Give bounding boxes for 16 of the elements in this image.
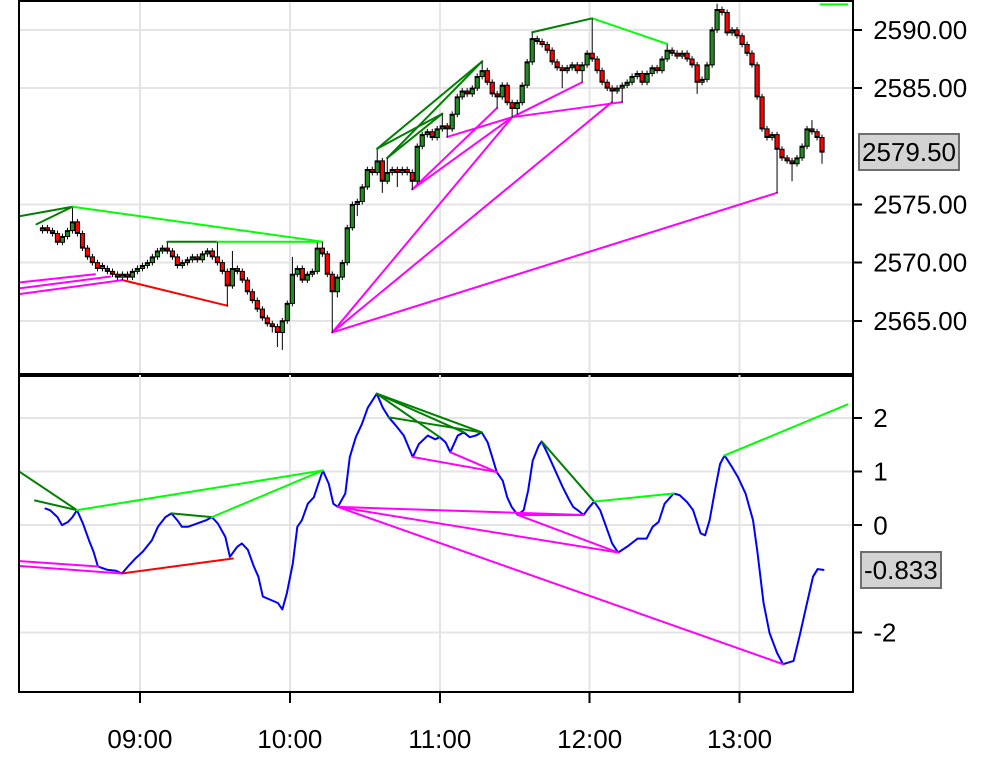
y-tick-label: 2585.00 (873, 73, 968, 104)
x-tick-label: 13:00 (707, 724, 772, 754)
x-tick-label: 12:00 (557, 724, 622, 754)
y-tick-label: -2 (873, 618, 896, 648)
x-tick-label: 09:00 (107, 724, 172, 754)
y-tick-label: 2570.00 (873, 248, 968, 278)
y-tick-label: 2 (873, 402, 888, 433)
y-tick-label: 2565.00 (873, 306, 968, 336)
y-tick-label: 1 (873, 456, 888, 487)
x-tick-label: 11:00 (408, 724, 472, 754)
y-tick-label: 2590.00 (873, 15, 968, 46)
x-tick-label: 10:00 (257, 724, 322, 754)
annotation: -0.833 (864, 555, 938, 585)
y-tick-label: 2575.00 (873, 190, 968, 220)
y-tick-label: 0 (873, 510, 888, 540)
annotation: 2579.50 (862, 137, 956, 167)
